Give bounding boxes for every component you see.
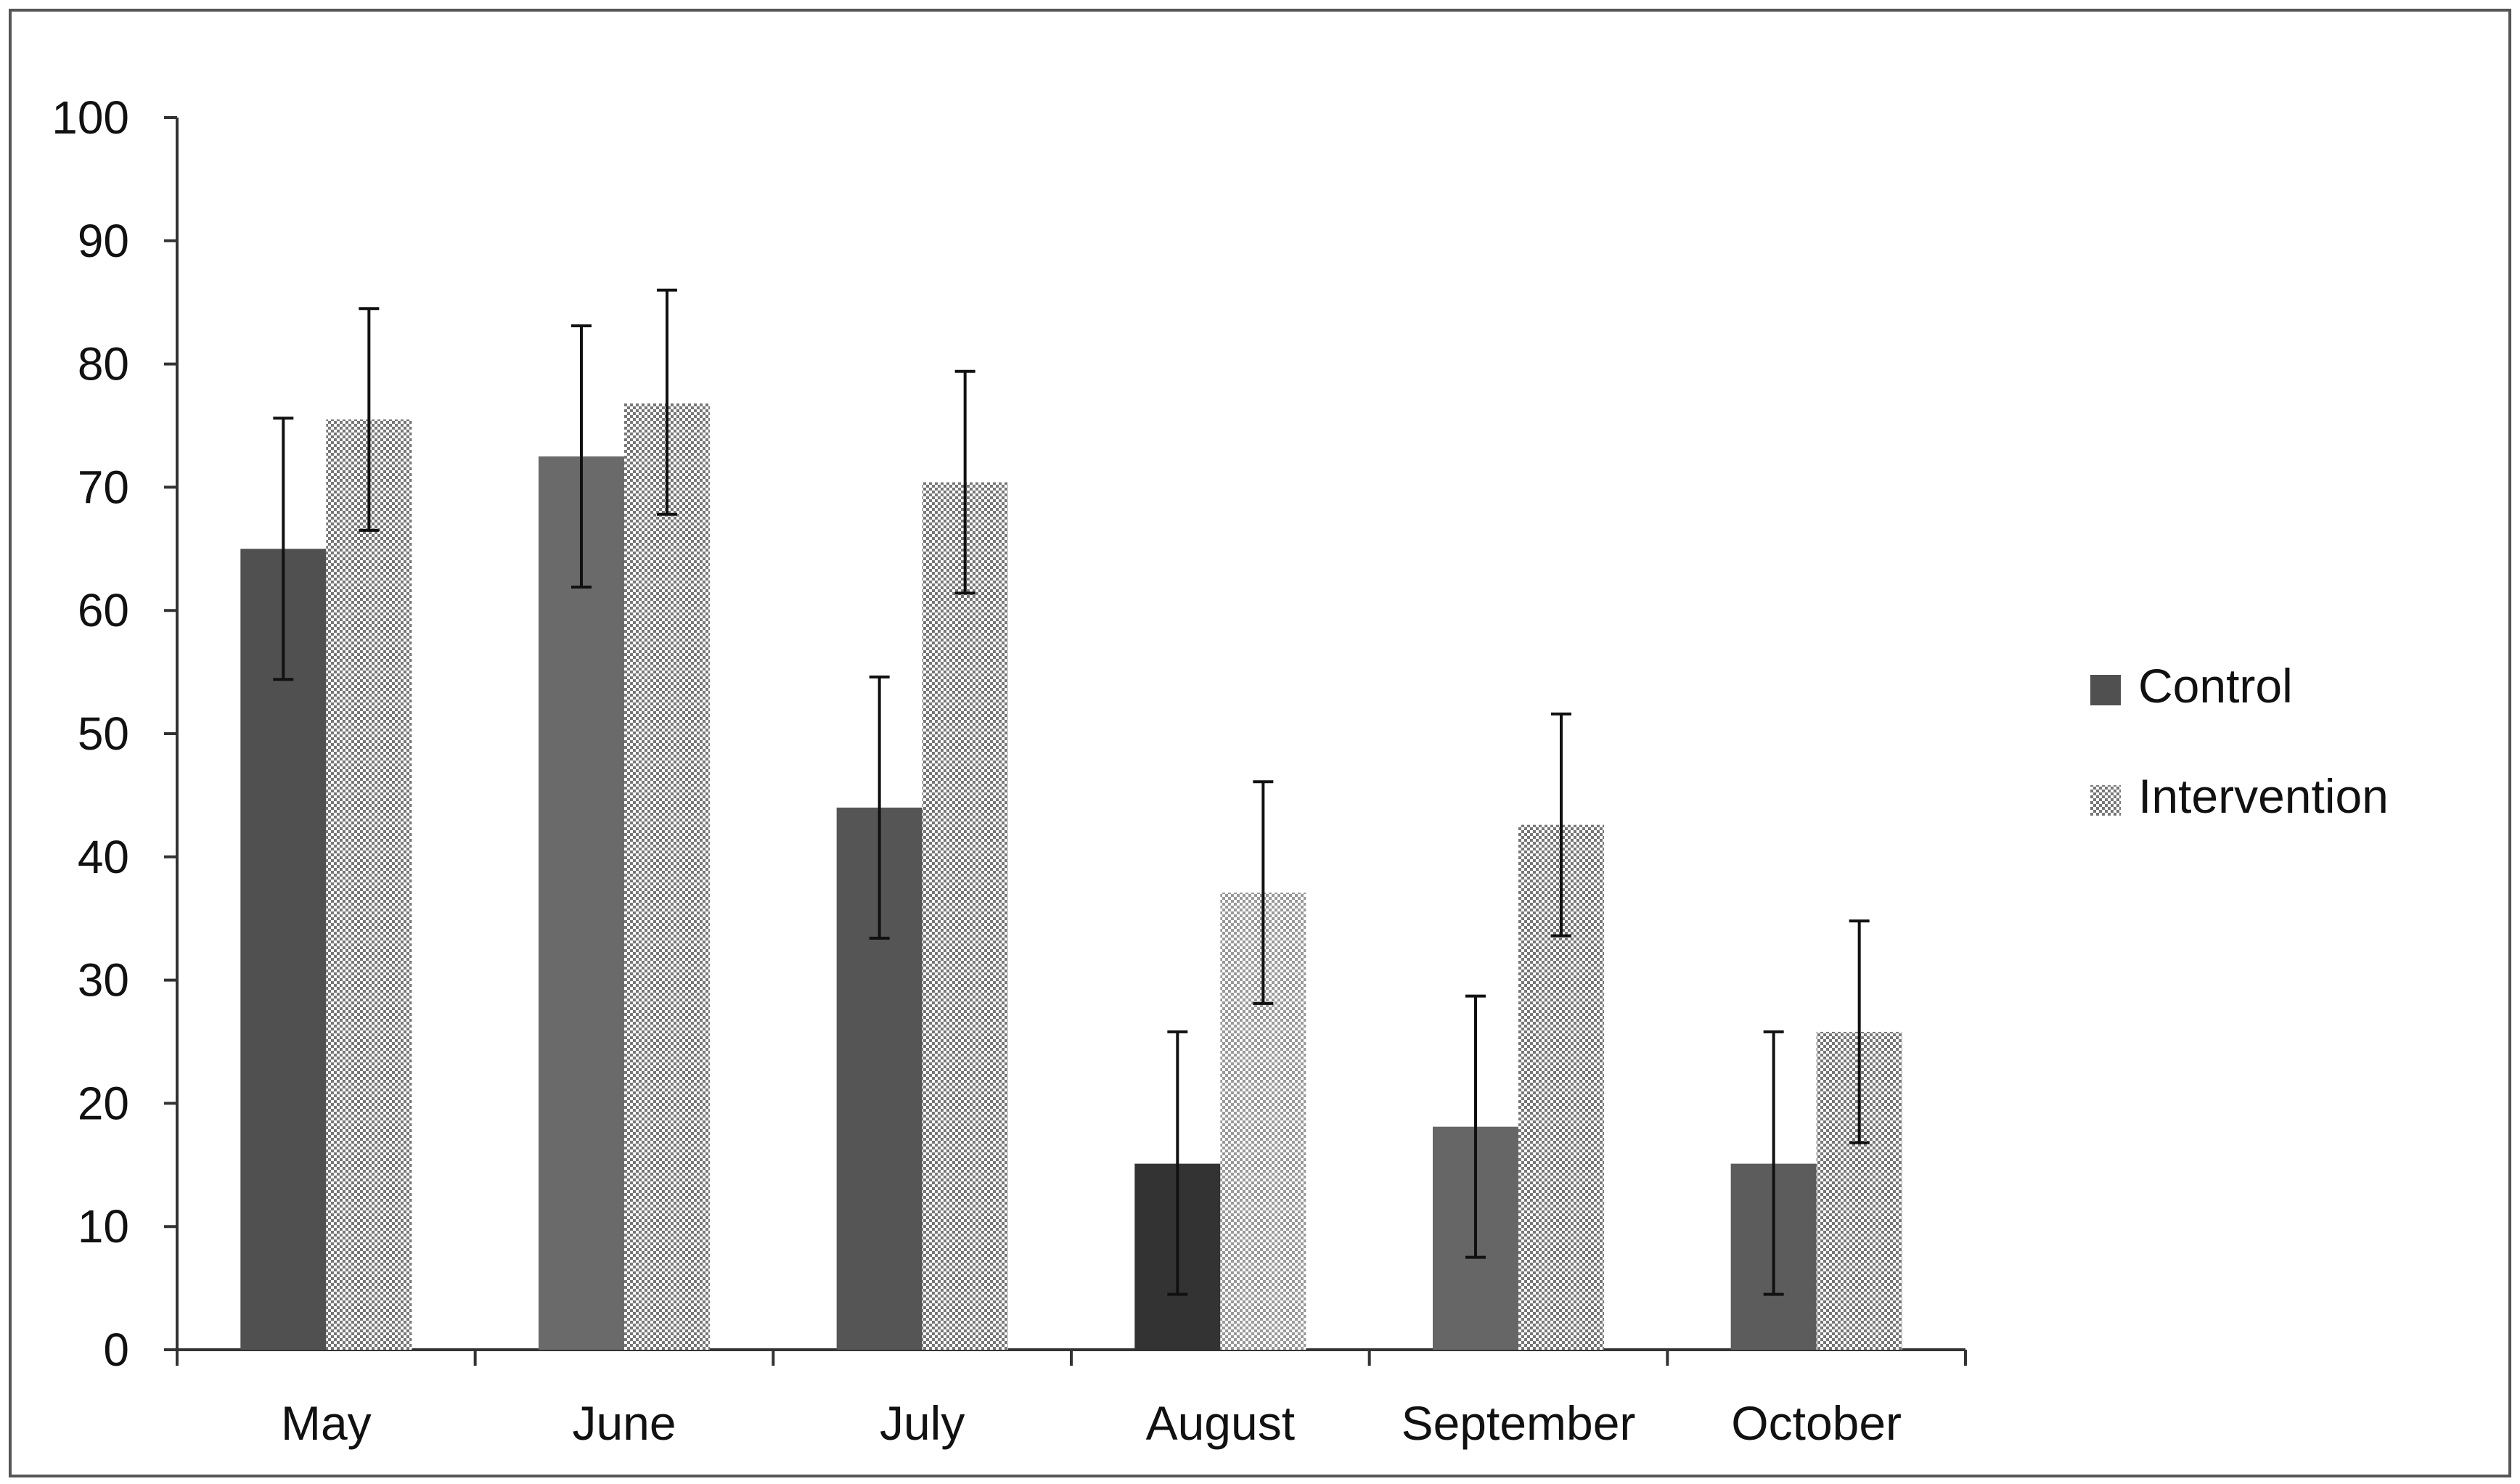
legend-label-control: Control (2138, 659, 2293, 713)
error-bar-control (1763, 1030, 1784, 1296)
x-tick-label: August (1146, 1396, 1295, 1450)
y-axis: 0 10 20 30 40 50 60 70 80 90 100 (52, 91, 179, 1376)
y-tick-label: 70 (78, 461, 129, 513)
bar-intervention (326, 419, 412, 1350)
legend-label-intervention: Intervention (2138, 769, 2389, 823)
y-tick-label: 60 (78, 584, 129, 636)
x-tick-label: September (1402, 1396, 1636, 1450)
bar-intervention (922, 482, 1008, 1350)
error-bar-intervention (1253, 780, 1274, 1005)
bar-intervention (624, 403, 710, 1350)
x-tick-label: June (572, 1396, 676, 1450)
legend-swatch-control (2090, 675, 2121, 705)
y-tick-label: 40 (78, 831, 129, 883)
error-bar-intervention (1551, 712, 1571, 938)
y-tick-label: 90 (78, 215, 129, 267)
y-tick-label: 80 (78, 338, 129, 390)
error-bar-intervention (954, 369, 975, 595)
bar-chart: 0 10 20 30 40 50 60 70 80 90 100 May June July August… (52, 91, 2389, 1450)
legend-swatch-intervention (2090, 785, 2121, 816)
y-tick-label: 20 (78, 1077, 129, 1129)
error-bar-control (1465, 994, 1486, 1259)
error-bar-intervention (1849, 919, 1870, 1144)
y-tick-label: 0 (103, 1324, 129, 1376)
legend: Control Intervention (2090, 659, 2389, 823)
y-tick-label: 100 (52, 91, 129, 144)
bar-control (240, 549, 327, 1350)
error-bar-intervention (359, 307, 380, 532)
x-tick-label: October (1731, 1396, 1902, 1450)
y-tick-label: 30 (78, 954, 129, 1007)
error-bar-control (869, 675, 890, 940)
y-tick-label: 50 (78, 708, 129, 760)
error-bar-control (1167, 1030, 1188, 1296)
error-bar-intervention (657, 288, 677, 516)
error-bar-control (571, 324, 592, 589)
x-tick-label: May (281, 1396, 372, 1450)
error-bars (273, 288, 1870, 1296)
bars (240, 403, 1902, 1350)
chart-frame: 0 10 20 30 40 50 60 70 80 90 100 May June July August… (9, 9, 2511, 1477)
bar-control (539, 456, 624, 1350)
y-tick-label: 10 (78, 1200, 129, 1253)
x-tick-label: July (880, 1396, 965, 1450)
error-bar-control (273, 417, 294, 681)
x-axis: May June July August September October (176, 1348, 1967, 1450)
